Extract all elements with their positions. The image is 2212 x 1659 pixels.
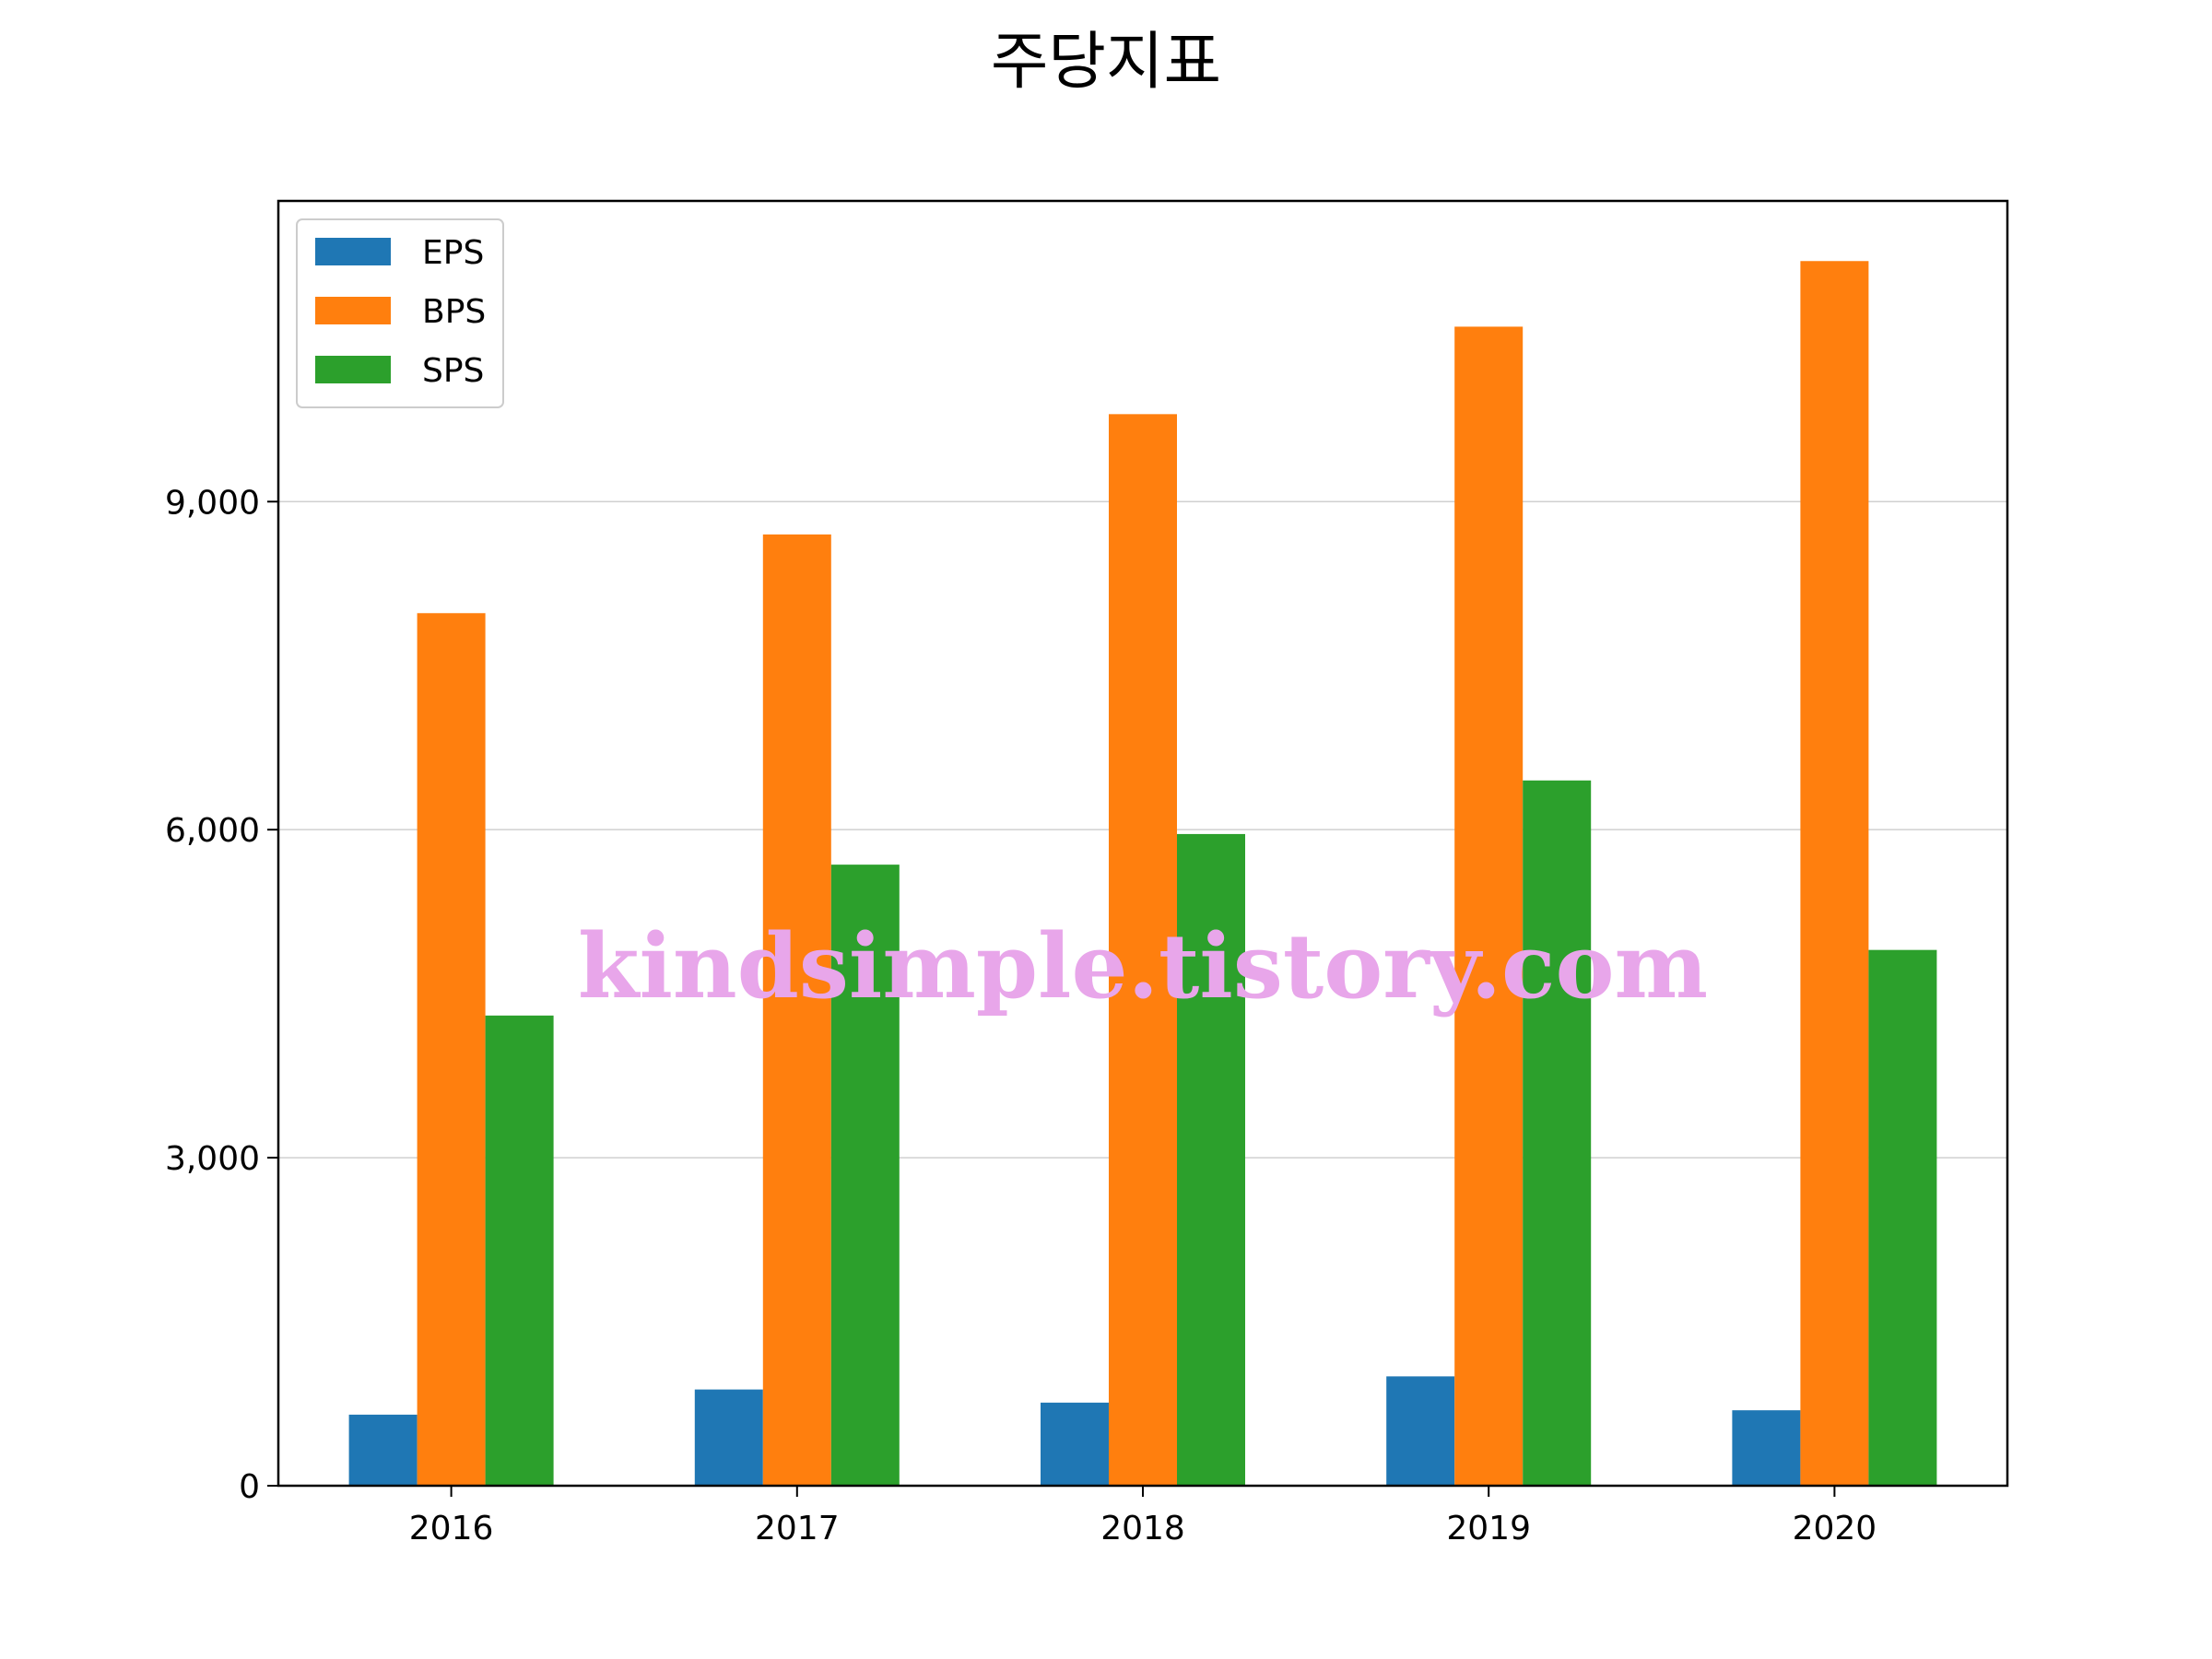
bar-eps-2019 [1386, 1376, 1455, 1486]
bar-sps-2016 [485, 1015, 554, 1486]
y-tick-label-0: 0 [239, 1468, 260, 1506]
bar-eps-2016 [348, 1414, 418, 1486]
x-tick-label-2017: 2017 [755, 1510, 840, 1547]
legend-label-bps: BPS [422, 293, 486, 331]
bar-bps-2016 [417, 613, 486, 1486]
legend-swatch-bps [315, 297, 391, 324]
legend-label-sps: SPS [422, 352, 484, 390]
y-tick-label-3,000: 3,000 [165, 1140, 260, 1178]
bar-bps-2019 [1454, 326, 1524, 1486]
legend: EPS BPS SPS [296, 218, 504, 408]
axis-ticks: 2016 2017 2018 2019 2020 0 3,000 6,000 9,000 [165, 484, 1877, 1547]
legend-label-eps: EPS [422, 234, 484, 272]
watermark-text: kindsimple.tistory.com [578, 914, 1708, 1018]
x-tick-label-2019: 2019 [1446, 1510, 1531, 1547]
x-tick-label-2020: 2020 [1793, 1510, 1877, 1547]
bar-sps-2019 [1523, 780, 1592, 1486]
x-tick-label-2018: 2018 [1100, 1510, 1185, 1547]
bar-sps-2017 [830, 865, 900, 1486]
chart-title: 주당지표 [991, 26, 1221, 99]
bar-eps-2018 [1041, 1402, 1109, 1486]
legend-swatch-eps [315, 238, 391, 265]
bar-sps-2018 [1177, 833, 1245, 1486]
bar-eps-2020 [1732, 1410, 1801, 1486]
y-tick-label-9,000: 9,000 [165, 484, 260, 522]
legend-swatch-sps [315, 356, 391, 383]
bar-bps-2017 [762, 534, 831, 1486]
bars [348, 261, 1937, 1486]
x-tick-label-2016: 2016 [409, 1510, 494, 1547]
y-tick-label-6,000: 6,000 [165, 812, 260, 850]
bar-sps-2020 [1868, 949, 1937, 1486]
bar-bps-2020 [1800, 261, 1869, 1486]
bar-bps-2018 [1109, 414, 1177, 1486]
bar-eps-2017 [694, 1389, 763, 1486]
